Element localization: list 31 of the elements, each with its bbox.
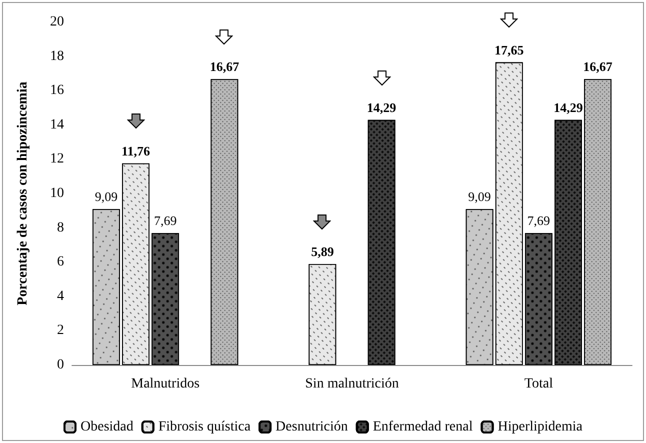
data-label: 14,29: [366, 100, 397, 115]
data-label: 16,67: [210, 59, 240, 74]
legend-label: Enfermedad renal: [372, 420, 473, 434]
y-tick-label: 18: [50, 48, 64, 64]
x-tick-label: Sin malnutrición: [305, 376, 399, 392]
data-label: 16,67: [583, 59, 613, 74]
data-label: 14,29: [554, 100, 584, 115]
legend-label: Hiperlipidemia: [498, 420, 584, 434]
data-label: 9,09: [94, 189, 118, 204]
x-tick-label: Total: [524, 376, 554, 392]
data-label: 7,69: [154, 213, 177, 228]
y-tick-label: 2: [57, 323, 64, 338]
y-axis-title: Porcentaje de casos con hipozincemia: [16, 82, 30, 306]
y-tick-label: 20: [50, 14, 64, 30]
data-label: 5,89: [311, 244, 334, 259]
y-tick-label: 0: [57, 358, 64, 372]
data-label: 7,69: [527, 213, 550, 228]
y-tick-label: 4: [57, 288, 64, 304]
legend-label: Fibrosis quística: [158, 420, 252, 434]
legend-label: Desnutrición: [276, 420, 348, 434]
data-label: 9,09: [468, 189, 491, 204]
y-tick-label: 10: [50, 186, 64, 201]
data-label: 17,65: [494, 42, 524, 58]
data-label: 11,76: [122, 143, 151, 158]
y-tick-label: 8: [57, 220, 64, 236]
y-tick-label: 6: [57, 254, 64, 270]
y-tick-label: 16: [50, 83, 64, 98]
x-tick-label: Malnutridos: [131, 376, 200, 392]
legend-label: Obesidad: [80, 420, 134, 434]
y-tick-label: 12: [50, 152, 64, 167]
y-tick-label: 14: [50, 117, 64, 132]
